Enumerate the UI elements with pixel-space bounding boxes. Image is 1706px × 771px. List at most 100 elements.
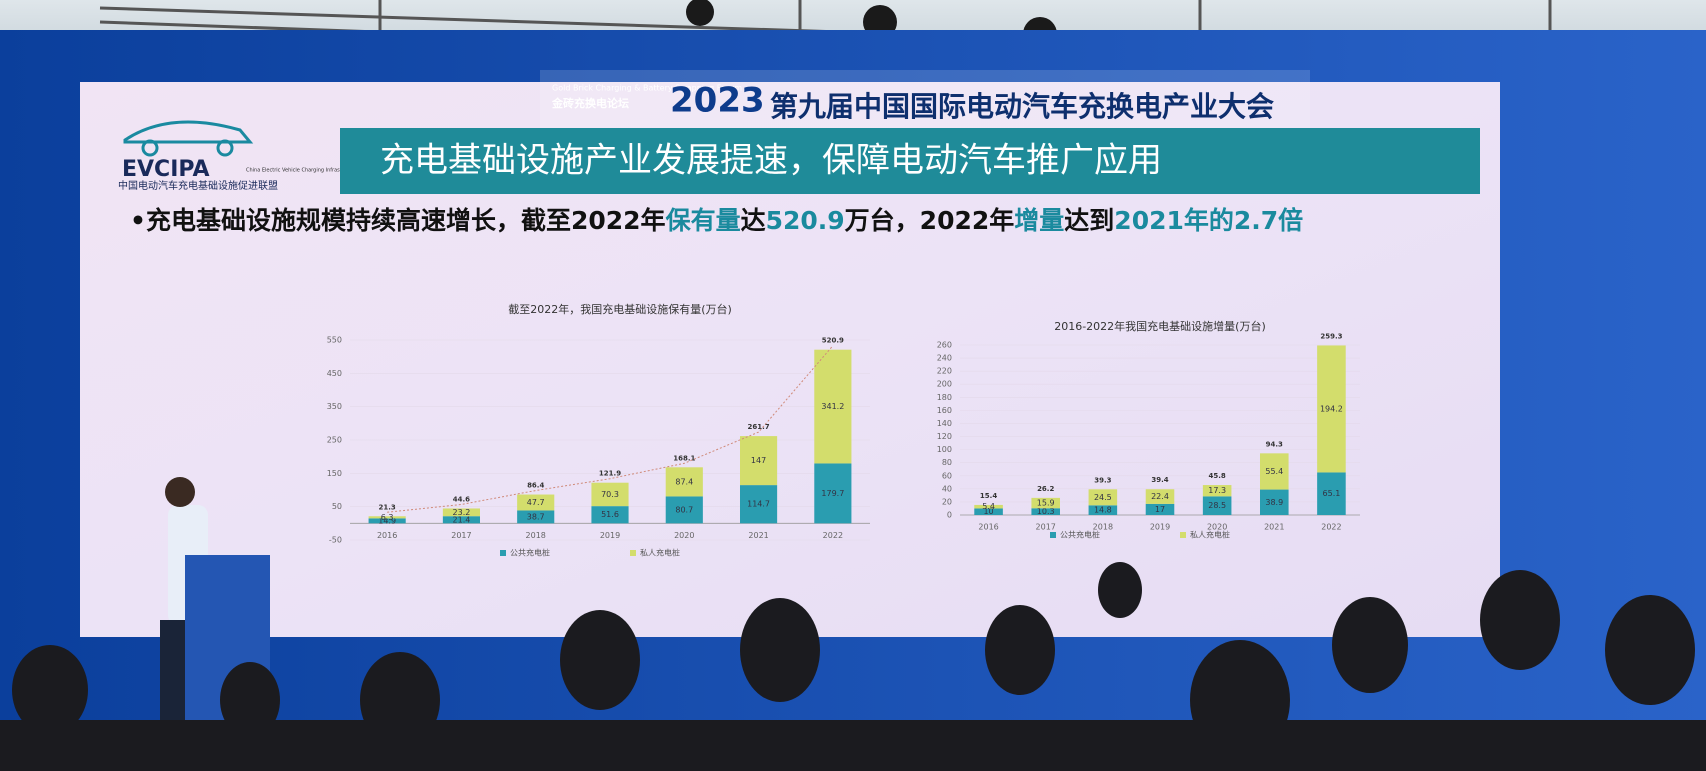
slide-heading: 充电基础设施产业发展提速，保障电动汽车推广应用: [380, 141, 1162, 181]
bar-segment: [665, 496, 703, 524]
x-tick-label: 2021: [1264, 523, 1284, 532]
segment-label: 87.4: [675, 477, 693, 486]
forum-cn: 金砖充换电论坛: [551, 96, 629, 110]
bullet-part: 增量: [1014, 206, 1064, 235]
logo-cn: 中国电动汽车充电基础设施促进联盟: [118, 179, 278, 192]
total-label: 168.1: [673, 454, 695, 462]
segment-label: 65.1: [1323, 489, 1341, 498]
x-tick-label: 2017: [1036, 523, 1056, 532]
bar-segment: [1088, 489, 1118, 506]
bar-segment: [591, 482, 629, 507]
bullet-part: 达到: [1064, 206, 1114, 235]
bar-segment: [1202, 485, 1232, 497]
y-tick-label: 450: [327, 369, 342, 378]
bar-segment: [517, 494, 555, 511]
heading-bar: [340, 128, 1480, 194]
bar-segment: [974, 508, 1003, 515]
segment-label: 38.7: [527, 512, 545, 521]
y-tick-label: 250: [327, 436, 342, 445]
segment-label: 17: [1155, 505, 1165, 514]
x-tick-label: 2020: [674, 531, 694, 540]
bar-segment: [665, 467, 703, 497]
bar-segment: [1260, 453, 1289, 490]
segment-label: 194.2: [1320, 404, 1343, 413]
audience: [0, 562, 1706, 771]
bar-segment: [1145, 503, 1175, 515]
y-tick-label: 160: [937, 406, 952, 415]
segment-label: 114.7: [747, 500, 770, 509]
event-year: 2023: [670, 81, 765, 121]
bar-segment: [740, 436, 778, 486]
total-label: 86.4: [527, 482, 544, 490]
charts: 截至2022年，我国充电基础设施保有量(万台) -50 50 150 250 350 450…: [327, 302, 1360, 558]
legend-swatch: [1180, 532, 1186, 538]
logo-name: EVCIPA: [122, 157, 210, 182]
y-tick-label: 40: [942, 484, 952, 493]
total-label: 121.9: [599, 470, 621, 478]
y-tick-label: 200: [937, 380, 952, 389]
segment-label: 341.2: [821, 402, 844, 411]
y-tick-label: 140: [937, 419, 952, 428]
bar-segment: [368, 516, 406, 519]
y-tick-label: 60: [942, 471, 952, 480]
segment-label: 5.4: [982, 502, 995, 511]
total-label: 259.3: [1320, 332, 1342, 340]
bar-segment: [368, 518, 406, 524]
bar-segment: [974, 504, 1003, 509]
x-tick-label: 2019: [600, 531, 620, 540]
segment-label: 22.4: [1151, 492, 1169, 501]
bar-segment: [1031, 497, 1060, 509]
total-label: 15.4: [980, 492, 997, 500]
segment-label: 23.2: [453, 508, 471, 517]
segment-label: 10: [983, 507, 993, 516]
y-tick-label: 350: [327, 402, 342, 411]
total-label: 39.3: [1094, 476, 1111, 484]
legend-swatch: [500, 550, 506, 556]
bar-segment: [442, 516, 480, 524]
event-title: 第九届中国国际电动汽车充换电产业大会: [770, 90, 1274, 123]
trend-line: [387, 345, 834, 513]
y-tick-label: 240: [937, 354, 952, 363]
bar-segment: [1317, 345, 1346, 473]
y-tick-label: 50: [332, 502, 342, 511]
total-label: 39.4: [1151, 476, 1168, 484]
segment-label: 38.9: [1265, 498, 1283, 507]
banner-bg: [540, 70, 1310, 132]
legend-swatch: [1050, 532, 1056, 538]
legend-label: 公共充电桩: [510, 548, 550, 558]
bar-segment: [814, 463, 852, 524]
total-label: 45.8: [1209, 472, 1226, 480]
bar-segment: [1260, 489, 1289, 515]
y-tick-label: 180: [937, 393, 952, 402]
y-tick-label: 150: [327, 469, 342, 478]
total-label: 44.6: [453, 495, 470, 503]
bar-segment: [740, 485, 778, 524]
legend-label: 公共充电桩: [1060, 530, 1100, 540]
bar-segment: [442, 508, 480, 517]
bullet-part: 达: [741, 206, 766, 235]
bar-segment: [1202, 496, 1232, 515]
segment-label: 14.8: [1094, 506, 1112, 515]
bullet-part: 2021年的2.7倍: [1114, 206, 1303, 235]
bullet-part: 520.9: [766, 206, 845, 235]
bar-segment: [591, 506, 629, 524]
segment-label: 55.4: [1265, 467, 1283, 476]
x-tick-label: 2021: [748, 531, 768, 540]
y-tick-label: -50: [329, 536, 342, 545]
speaker-head: [165, 477, 195, 507]
segment-label: 10.3: [1037, 507, 1055, 516]
x-tick-label: 2019: [1150, 523, 1170, 532]
legend-label: 私人充电桩: [640, 548, 680, 558]
y-tick-label: 550: [327, 336, 342, 345]
bar-segment: [814, 349, 852, 464]
bullet-part: 保有量: [665, 206, 741, 235]
segment-label: 17.3: [1208, 486, 1226, 495]
y-tick-label: 20: [942, 497, 952, 506]
x-tick-label: 2018: [526, 531, 546, 540]
x-tick-label: 2016: [978, 523, 998, 532]
total-label: 21.3: [379, 503, 396, 511]
y-tick-label: 80: [942, 458, 952, 467]
bar-segment: [517, 510, 555, 524]
bullet: •充电基础设施规模持续高速增长，截至2022年保有量达520.9万台，2022年…: [130, 206, 1303, 235]
